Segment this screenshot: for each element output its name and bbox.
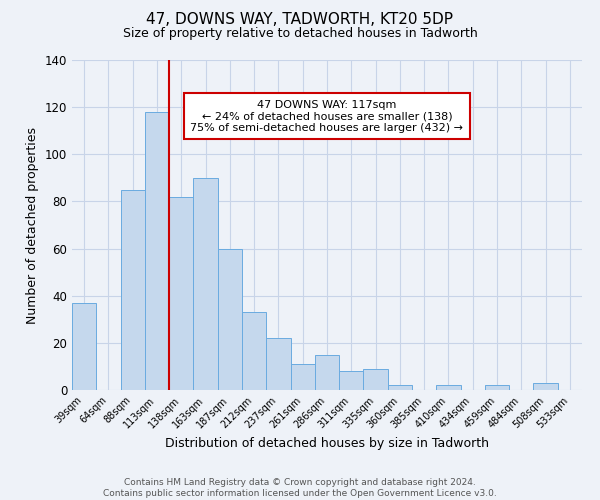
Text: 47, DOWNS WAY, TADWORTH, KT20 5DP: 47, DOWNS WAY, TADWORTH, KT20 5DP — [146, 12, 454, 28]
Bar — [533, 383, 558, 390]
Bar — [485, 386, 509, 390]
Bar — [121, 190, 145, 390]
Bar — [364, 369, 388, 390]
X-axis label: Distribution of detached houses by size in Tadworth: Distribution of detached houses by size … — [165, 436, 489, 450]
Bar — [436, 386, 461, 390]
Y-axis label: Number of detached properties: Number of detached properties — [26, 126, 39, 324]
Bar — [169, 196, 193, 390]
Bar — [290, 364, 315, 390]
Text: Size of property relative to detached houses in Tadworth: Size of property relative to detached ho… — [122, 28, 478, 40]
Bar — [315, 354, 339, 390]
Bar — [242, 312, 266, 390]
Bar — [72, 303, 96, 390]
Bar — [145, 112, 169, 390]
Bar — [339, 371, 364, 390]
Bar — [193, 178, 218, 390]
Bar — [388, 386, 412, 390]
Text: 47 DOWNS WAY: 117sqm
← 24% of detached houses are smaller (138)
75% of semi-deta: 47 DOWNS WAY: 117sqm ← 24% of detached h… — [191, 100, 464, 133]
Bar — [266, 338, 290, 390]
Bar — [218, 248, 242, 390]
Text: Contains HM Land Registry data © Crown copyright and database right 2024.
Contai: Contains HM Land Registry data © Crown c… — [103, 478, 497, 498]
